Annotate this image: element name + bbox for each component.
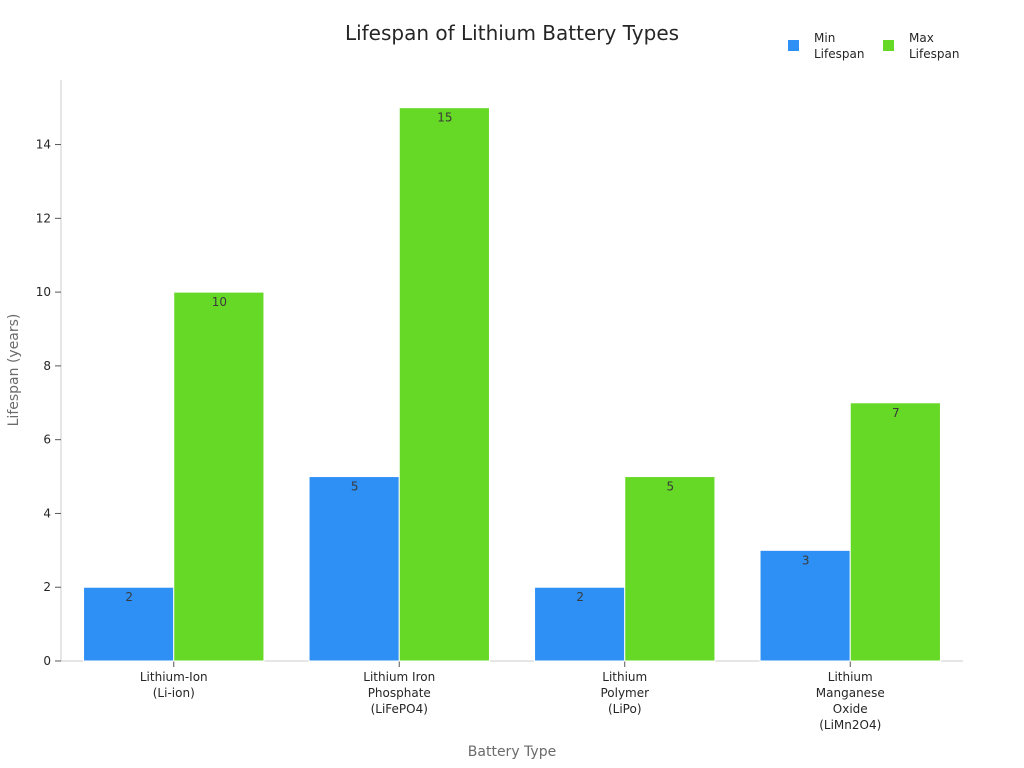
data-label: 5 xyxy=(351,480,359,494)
y-tick-label: 4 xyxy=(43,506,51,520)
x-tick-label: Lithium-Ion (Li-ion) xyxy=(140,670,208,700)
data-label: 7 xyxy=(892,406,900,420)
y-tick-label: 6 xyxy=(43,433,51,447)
bar xyxy=(624,476,716,662)
x-tick-label: Lithium Iron Phosphate (LiFePO4) xyxy=(363,670,435,716)
legend-label: Min Lifespan xyxy=(814,31,864,61)
y-tick-label: 2 xyxy=(43,580,51,594)
bar xyxy=(308,476,400,662)
bar xyxy=(398,107,490,662)
x-tick-label: Lithium Polymer (LiPo) xyxy=(600,670,649,716)
x-tick-label: Lithium Manganese Oxide (LiMn2O4) xyxy=(816,670,885,732)
bar xyxy=(173,291,265,662)
bars xyxy=(83,107,941,662)
legend-label: Max Lifespan xyxy=(909,31,959,61)
y-axis: 0 2 4 6 8 10 12 14 xyxy=(36,80,62,668)
data-label: 2 xyxy=(125,590,133,604)
y-tick-label: 10 xyxy=(36,285,51,299)
x-axis-title: Battery Type xyxy=(468,744,556,760)
bar xyxy=(849,402,941,662)
y-tick-label: 14 xyxy=(36,138,51,152)
x-axis: Lithium-Ion (Li-ion) Lithium Iron Phosphate… xyxy=(61,660,963,732)
legend-swatch xyxy=(788,40,799,51)
data-label: 3 xyxy=(802,553,810,567)
data-label: 5 xyxy=(667,480,675,494)
legend-swatch xyxy=(883,40,894,51)
bar xyxy=(759,549,851,662)
y-tick-label: 0 xyxy=(43,654,51,668)
data-label: 10 xyxy=(212,295,227,309)
y-tick-label: 12 xyxy=(36,211,51,225)
legend: Min Lifespan Max Lifespan xyxy=(788,31,959,61)
data-label: 15 xyxy=(437,111,452,125)
data-label: 2 xyxy=(576,590,584,604)
y-tick-label: 8 xyxy=(43,359,51,373)
y-axis-title: Lifespan (years) xyxy=(6,314,22,427)
chart-title: Lifespan of Lithium Battery Types xyxy=(345,21,679,45)
